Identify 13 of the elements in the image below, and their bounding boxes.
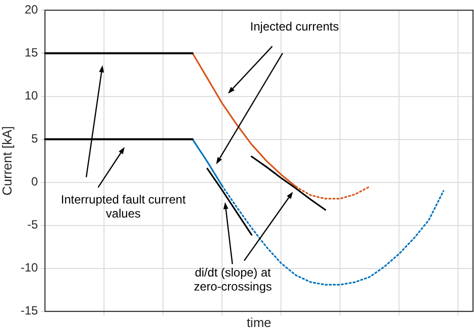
y-tick-label: 15 xyxy=(24,46,38,60)
y-tick-label: 10 xyxy=(24,88,38,103)
y-tick-label: 20 xyxy=(24,2,38,17)
y-tick-label: -5 xyxy=(27,218,38,232)
x-axis-title: time xyxy=(246,314,272,330)
y-axis-title: Current [kA] xyxy=(0,126,14,196)
y-tick-label: 0 xyxy=(31,174,38,189)
y-tick-label: 5 xyxy=(31,132,38,146)
annotation: Injected currents xyxy=(250,20,339,34)
y-tick-label: -15 xyxy=(20,304,38,318)
annotation: Interrupted fault current values xyxy=(60,192,186,220)
y-tick-label: -10 xyxy=(20,260,38,275)
annotation: di/dt (slope) at zero-crossings xyxy=(194,265,272,294)
